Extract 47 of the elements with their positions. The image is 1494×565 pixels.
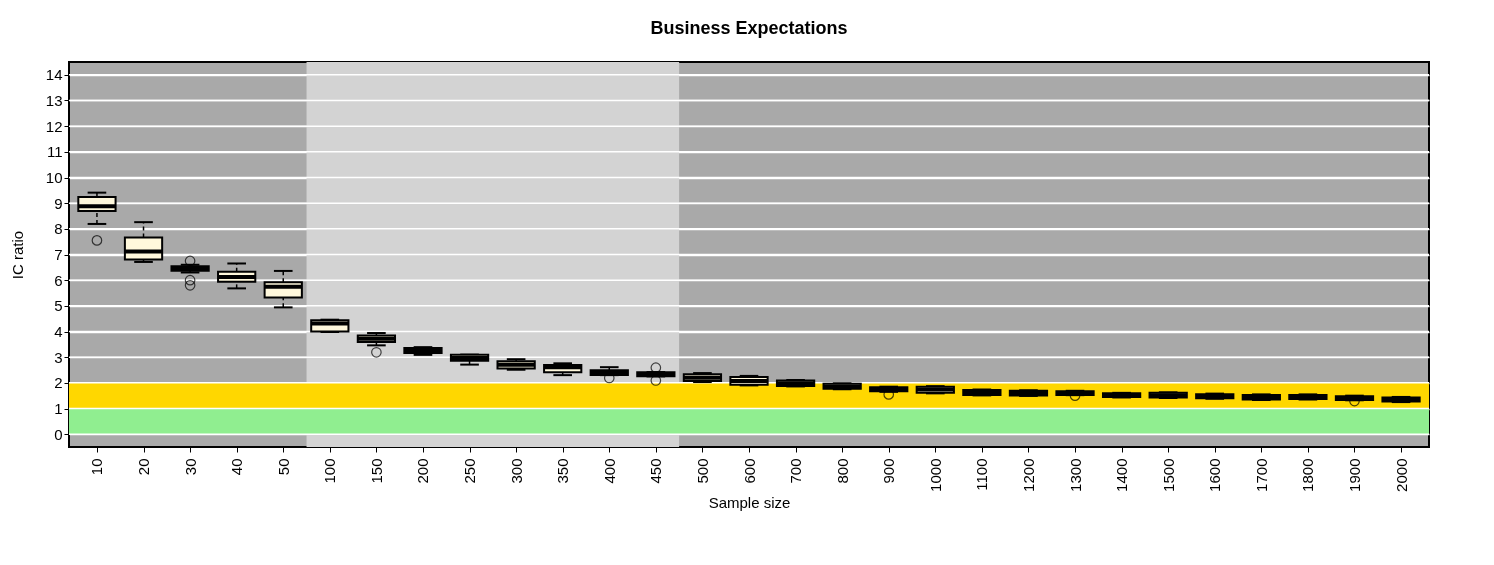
x-tick-label: 50 [274, 458, 292, 476]
x-tick-label: 1300 [1066, 458, 1084, 492]
y-tick-label: 2 [54, 374, 63, 392]
x-tick-label: 1900 [1345, 458, 1363, 492]
x-tick-label: 700 [787, 458, 805, 484]
x-tick-label: 2000 [1392, 458, 1410, 492]
y-tick-label: 4 [54, 323, 63, 340]
x-tick-label: 1400 [1113, 458, 1131, 492]
x-tick-label: 800 [833, 458, 851, 484]
x-tick-label: 350 [554, 458, 572, 484]
y-tick-label: 3 [54, 348, 63, 366]
y-tick-label: 0 [54, 425, 63, 443]
x-tick-label: 1600 [1206, 458, 1224, 492]
x-tick-label: 1700 [1252, 458, 1270, 492]
y-tick-label: 12 [45, 117, 63, 135]
y-tick-label: 7 [54, 246, 63, 263]
x-tick-label: 450 [647, 458, 665, 484]
x-tick-label: 600 [740, 458, 758, 484]
x-tick-label: 100 [321, 458, 339, 484]
x-tick-label: 300 [507, 458, 525, 484]
y-tick-label: 6 [54, 271, 63, 289]
x-tick-label: 500 [693, 458, 711, 484]
x-tick-label: 30 [181, 458, 199, 476]
x-tick-label: 1800 [1299, 458, 1317, 492]
y-axis-title: IC ratio [8, 230, 26, 280]
x-tick-label: 1200 [1019, 458, 1037, 492]
y-tick-label: 8 [54, 220, 63, 238]
x-tick-label: 250 [461, 458, 479, 484]
y-tick-label: 10 [45, 169, 63, 186]
x-tick-label: 400 [600, 458, 618, 484]
x-axis-title: Sample size [708, 493, 791, 511]
y-tick-label: 13 [45, 92, 63, 109]
x-tick-label: 900 [880, 458, 898, 484]
y-tick-label: 5 [54, 297, 63, 315]
x-tick-label: 20 [135, 458, 153, 476]
x-tick-label: 10 [88, 458, 106, 476]
y-tick-label: 1 [54, 400, 63, 417]
x-tick-label: 200 [414, 458, 432, 484]
x-tick-label: 150 [367, 458, 385, 484]
x-tick-label: 1000 [926, 458, 944, 492]
x-tick-label: 1500 [1159, 458, 1177, 492]
y-tick-label: 14 [45, 66, 63, 84]
y-tick-label: 11 [46, 143, 63, 161]
y-tick-label: 9 [54, 194, 63, 212]
chart-title: Business Expectations [650, 18, 848, 38]
x-tick-label: 1100 [973, 458, 991, 491]
x-tick-label: 40 [228, 458, 246, 476]
